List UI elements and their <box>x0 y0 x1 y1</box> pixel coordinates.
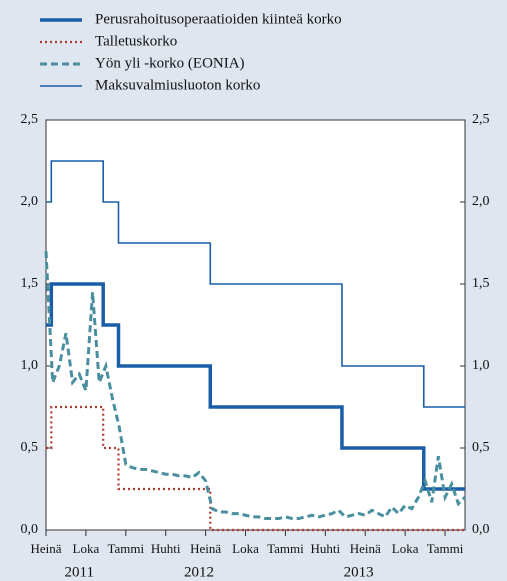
y2-tick-label: 2,0 <box>472 194 490 209</box>
x-tick-label: Tammi <box>107 541 144 556</box>
x-tick-label: Huhti <box>311 541 341 556</box>
legend-label: Maksuvalmiusluoton korko <box>95 77 260 93</box>
x-tick-label: Tammi <box>427 541 464 556</box>
y-tick-label: 1,0 <box>21 358 39 373</box>
y2-tick-label: 1,0 <box>472 358 490 373</box>
y-tick-label: 2,0 <box>21 194 39 209</box>
y2-tick-label: 2,5 <box>472 112 490 127</box>
x-tick-label: Loka <box>392 541 419 556</box>
series-line <box>46 405 465 532</box>
x-tick-label: Heinä <box>190 541 221 556</box>
series-line <box>44 251 467 521</box>
x-tick-label: Heinä <box>350 541 381 556</box>
y-tick-label: 1,5 <box>21 276 39 291</box>
x-tick-label: Loka <box>73 541 100 556</box>
legend-label: Perusrahoitusoperaatioiden kiinteä korko <box>95 11 342 27</box>
y2-tick-label: 0,5 <box>472 440 490 455</box>
x-tick-label: Tammi <box>267 541 304 556</box>
y2-tick-label: 1,5 <box>472 276 490 291</box>
y-tick-label: 0,0 <box>21 522 39 537</box>
x-tick-label: Loka <box>232 541 259 556</box>
year-label: 2012 <box>184 564 214 580</box>
series-line <box>46 282 465 491</box>
legend-label: Yön yli -korko (EONIA) <box>95 55 245 71</box>
y2-tick-label: 0,0 <box>472 522 490 537</box>
x-tick-label: Huhti <box>151 541 181 556</box>
y-tick-label: 0,5 <box>21 440 39 455</box>
legend-label: Talletuskorko <box>95 33 177 49</box>
y-tick-label: 2,5 <box>21 112 39 127</box>
year-label: 2011 <box>65 564 94 580</box>
series-line <box>46 160 465 408</box>
x-tick-label: Heinä <box>30 541 61 556</box>
year-label: 2013 <box>344 564 374 580</box>
